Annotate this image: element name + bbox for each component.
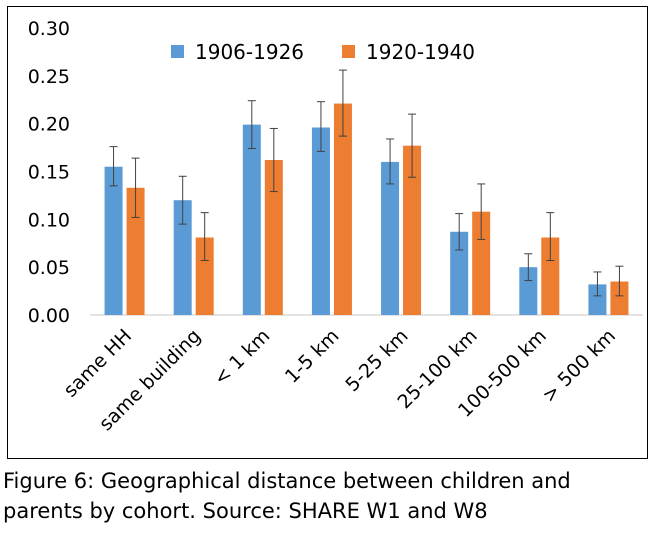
bar-series-1: [381, 161, 400, 315]
bar-series-2: [333, 103, 352, 316]
legend-swatch: [171, 45, 184, 58]
bar-series-1: [311, 127, 330, 315]
bar-series-1: [173, 200, 192, 315]
bar-series-2: [541, 237, 560, 315]
y-tick-label: 0.00: [28, 305, 70, 327]
legend-swatch: [342, 45, 355, 58]
y-tick-label: 0.30: [28, 18, 70, 40]
x-tick-label: 1-5 km: [281, 325, 344, 388]
legend: 1906-1926 1920-1940: [171, 40, 475, 64]
bar-series-1: [242, 124, 261, 315]
y-tick-label: 0.25: [28, 66, 70, 88]
figure-caption: Figure 6: Geographical distance between …: [3, 466, 653, 526]
bar-series-2: [126, 187, 145, 315]
bar-series-1: [519, 267, 538, 315]
bar-series-1: [588, 284, 607, 315]
y-tick-label: 0.20: [28, 114, 70, 136]
bar-series-2: [472, 211, 491, 315]
legend-label: 1906-1926: [195, 40, 304, 64]
bar-series-2: [195, 237, 214, 315]
x-tick-label: 5-25 km: [341, 325, 412, 396]
x-tick-label: < 1 km: [210, 325, 275, 390]
y-tick-label: 0.05: [28, 257, 70, 279]
bar-series-2: [403, 145, 422, 315]
bar-series-2: [610, 281, 629, 315]
bar-series-1: [450, 231, 469, 315]
bars-layer: [104, 69, 629, 316]
y-tick-label: 0.10: [28, 209, 70, 231]
caption-line-1: Figure 6: Geographical distance between …: [3, 469, 571, 493]
x-tick-label: > 500 km: [538, 325, 620, 407]
y-tick-label: 0.15: [28, 162, 70, 184]
legend-label: 1920-1940: [366, 40, 475, 64]
bar-series-1: [104, 166, 123, 315]
bar-series-2: [264, 160, 283, 315]
chart-frame: 0.00 0.05 0.10 0.15 0.20 0.25 0.30 same HH same …: [7, 6, 648, 459]
caption-line-2: parents by cohort. Source: SHARE W1 and …: [3, 499, 488, 523]
